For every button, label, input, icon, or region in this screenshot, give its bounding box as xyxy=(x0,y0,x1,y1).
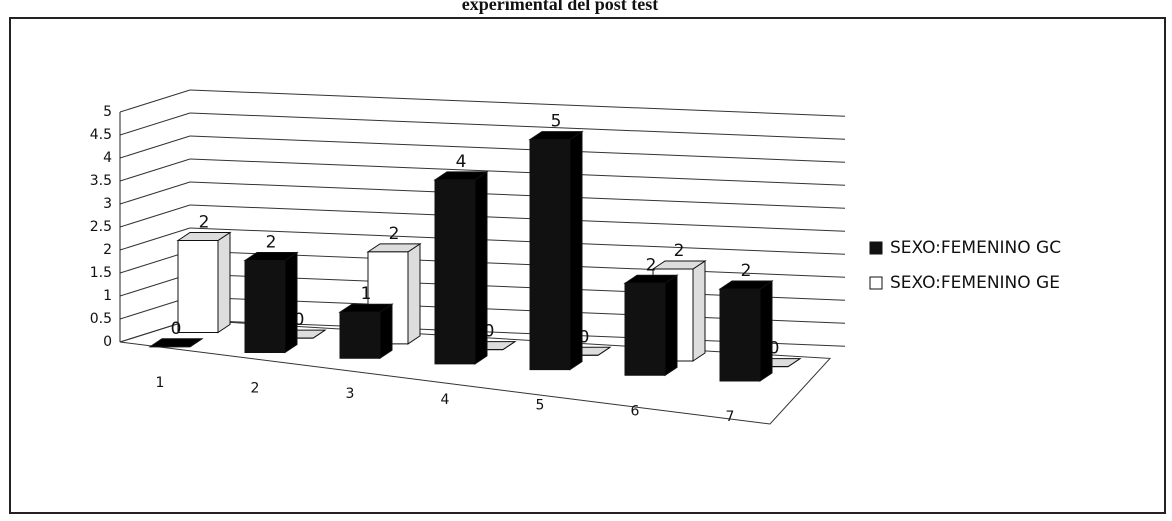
bar-face xyxy=(664,274,678,377)
legend-label: SEXO:FEMENINO GC xyxy=(890,238,1061,258)
y-tick-label: 1 xyxy=(103,288,112,304)
bar-face xyxy=(284,251,298,354)
grid-line xyxy=(189,89,846,117)
bar xyxy=(148,338,204,348)
grid-line xyxy=(119,112,191,136)
y-tick-label: 2.5 xyxy=(90,219,112,235)
x-tick-label: 3 xyxy=(346,386,355,402)
grid-line xyxy=(119,181,191,205)
bar xyxy=(528,130,584,371)
bar-face xyxy=(759,280,773,382)
legend-swatch xyxy=(869,241,883,255)
x-tick-label: 2 xyxy=(251,381,260,397)
data-label: 0 xyxy=(579,327,590,347)
grid-line xyxy=(119,89,191,113)
bar-face xyxy=(719,288,761,382)
bar xyxy=(623,274,679,377)
bar-face xyxy=(379,303,393,360)
grid-line xyxy=(189,181,846,209)
data-label: 0 xyxy=(294,310,305,330)
y-tick-label: 0 xyxy=(103,334,112,350)
bar-face xyxy=(407,242,421,345)
bar xyxy=(338,303,394,360)
bar xyxy=(718,280,774,382)
bar-face xyxy=(474,170,488,365)
legend-swatch xyxy=(869,276,883,290)
data-label: 2 xyxy=(266,233,277,253)
grid-line xyxy=(189,227,846,255)
data-label: 5 xyxy=(551,112,562,132)
data-label: 0 xyxy=(769,339,780,359)
bar-face xyxy=(692,260,706,362)
y-tick-label: 0.5 xyxy=(90,311,112,327)
bar-face xyxy=(339,311,381,359)
x-tick-label: 7 xyxy=(726,409,735,425)
data-label: 2 xyxy=(646,255,657,275)
grid-line xyxy=(189,112,846,140)
y-tick-label: 3.5 xyxy=(90,173,112,189)
data-label: 2 xyxy=(741,261,752,281)
grid-line xyxy=(189,158,846,186)
data-label: 0 xyxy=(484,322,495,342)
x-tick-label: 4 xyxy=(441,392,450,408)
bar-face xyxy=(529,139,571,371)
x-tick-label: 1 xyxy=(156,375,165,391)
data-label: 2 xyxy=(199,212,210,232)
grid-line xyxy=(189,135,846,163)
y-tick-label: 4.5 xyxy=(90,127,112,143)
grid-line xyxy=(189,250,846,278)
data-label: 1 xyxy=(361,284,372,304)
bar-face xyxy=(624,282,666,376)
grid-line xyxy=(119,204,191,228)
bar-face xyxy=(217,231,231,334)
grid-line xyxy=(119,158,191,182)
grid-line xyxy=(119,135,191,159)
grid-line xyxy=(119,227,191,251)
y-tick-label: 2 xyxy=(103,242,112,258)
data-label: 2 xyxy=(674,241,685,261)
y-tick-label: 1.5 xyxy=(90,265,112,281)
x-tick-label: 6 xyxy=(631,403,640,419)
data-label: 4 xyxy=(456,152,467,172)
grid-line xyxy=(189,204,846,232)
bar xyxy=(243,251,299,354)
bar xyxy=(176,231,232,334)
bar-face xyxy=(569,130,583,371)
bar-face xyxy=(177,239,219,333)
legend-label: SEXO:FEMENINO GE xyxy=(890,273,1060,293)
floor xyxy=(119,319,832,425)
x-tick-label: 5 xyxy=(536,398,545,414)
bar-face xyxy=(434,179,476,365)
data-label: 2 xyxy=(389,224,400,244)
bar xyxy=(433,170,489,365)
y-tick-label: 4 xyxy=(103,150,112,166)
y-tick-label: 3 xyxy=(103,196,112,212)
bar-face xyxy=(244,260,286,353)
data-label: 0 xyxy=(171,319,182,339)
y-tick-label: 5 xyxy=(103,104,112,120)
chart-title: experimental del post test xyxy=(462,0,658,14)
